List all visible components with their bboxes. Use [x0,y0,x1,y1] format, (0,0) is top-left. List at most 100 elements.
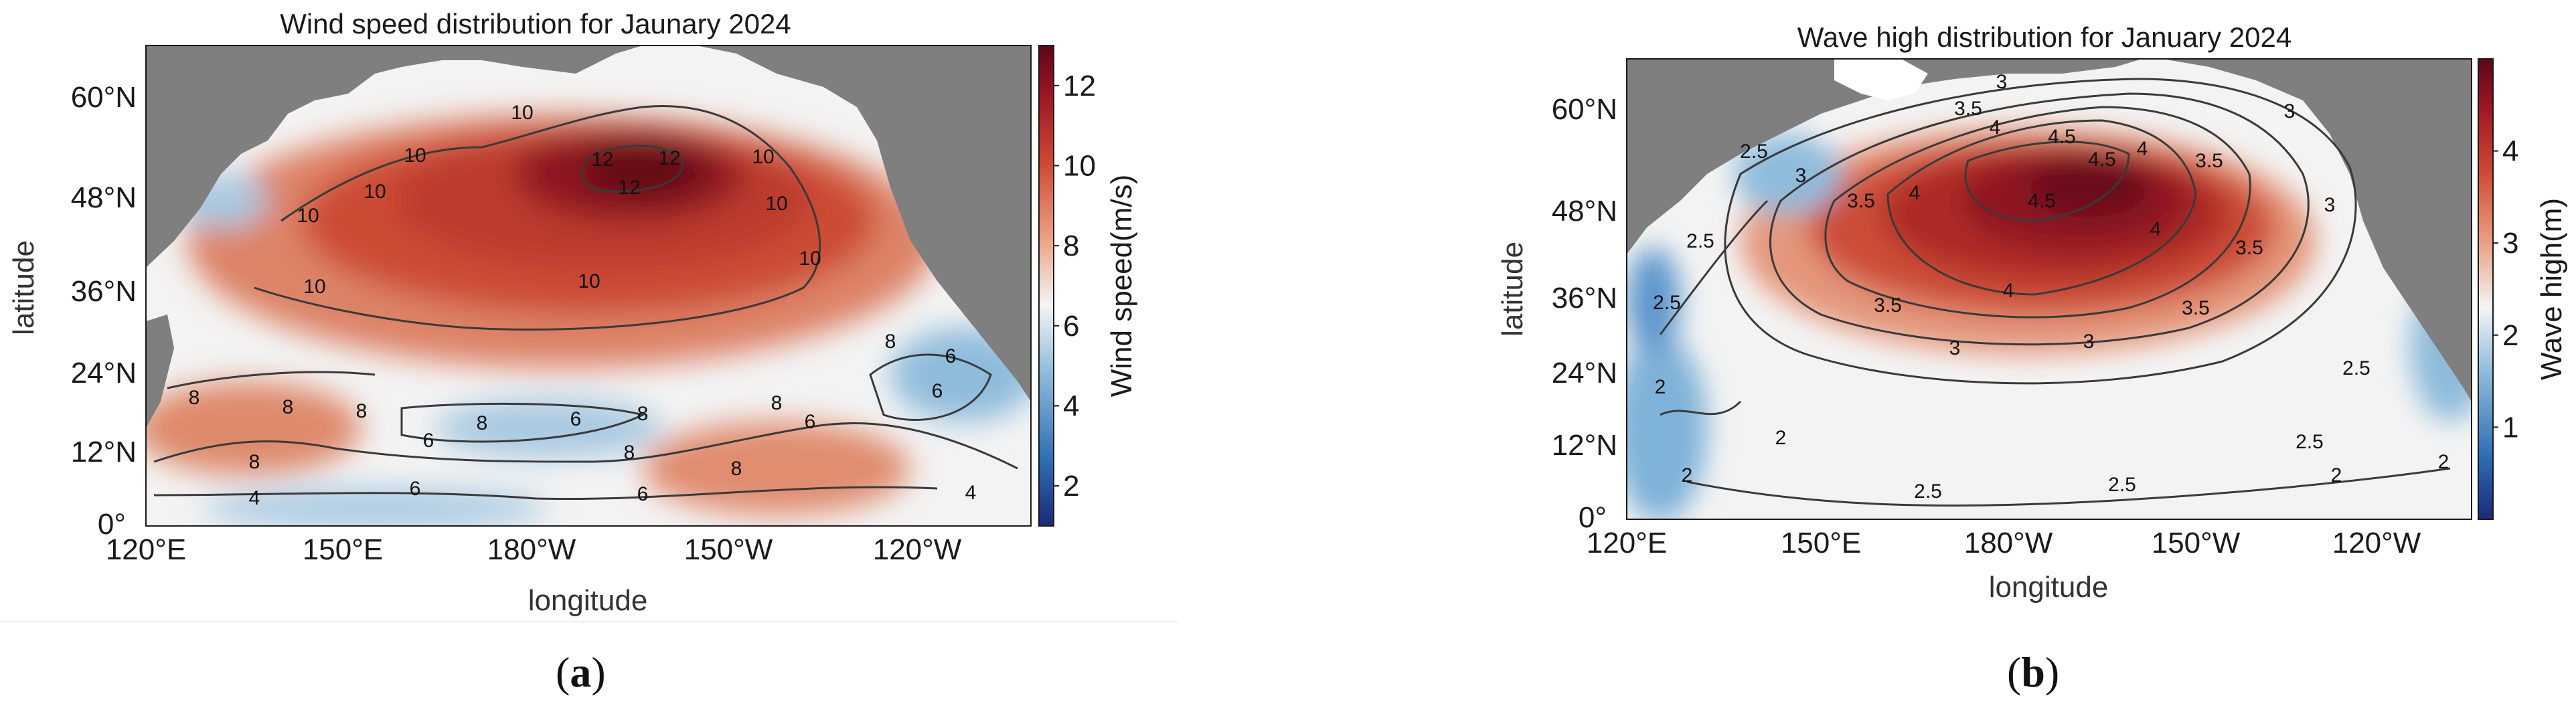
land-asia [146,46,643,268]
x-tick: 150°E [303,533,383,566]
contour-label: 3 [1795,165,1807,187]
contour-label: 12 [618,177,640,199]
contour-label: 4 [249,487,260,509]
colorbar-tick-label: 8 [1063,230,1079,262]
y-tick: 0° [98,508,126,541]
land-north-america [2162,59,2472,401]
contour-label: 3 [2083,331,2095,353]
contour-label: 10 [404,145,426,167]
contour-label: 10 [578,270,600,292]
plot-frame [1626,58,2472,520]
y-axis-label: latitude [7,240,40,335]
contour-label: 10 [765,193,787,215]
contour-label: 3.5 [2182,297,2210,319]
y-tick: 36°N [1552,282,1617,314]
contour-label: 4 [2137,138,2148,160]
contour-label: 3.5 [1874,294,1902,317]
contour-label: 3.5 [2195,150,2223,172]
colorbar-label: Wind speed(m/s) [1105,175,1138,397]
x-tick: 120°E [1587,527,1667,559]
colorbar-tick-label: 4 [1063,390,1079,423]
chart-title: Wind speed distribution for Jaunary 2024 [280,8,791,39]
contour-label: 4.5 [2048,126,2076,148]
x-axis-ticks: 120°E 150°E 180°W 150°W 120°W [1587,527,2421,559]
chart-title: Wave high distribution for January 2024 [1797,21,2292,53]
wave-height-map: Wave high distribution for January 2024 [1496,21,2568,604]
contour-label: 3.5 [1954,98,1982,120]
colorbar-tick-label: 2 [2502,319,2518,352]
x-axis-ticks: 120°E 150°E 180°W 150°W 120°W [106,533,962,566]
x-tick: 150°W [684,533,773,566]
x-tick: 120°W [2332,527,2421,559]
y-tick: 12°N [1552,429,1617,462]
panel-wind-speed: Wind speed distribution for Jaunary 2024 [0,0,1178,696]
colorbar-tick-label: 1 [2502,411,2518,444]
contour-label: 10 [297,205,319,227]
wind-speed-map: Wind speed distribution for Jaunary 2024 [7,8,1138,617]
contour-label: 4.5 [2028,190,2056,212]
x-axis-label: longitude [1989,571,2109,604]
colorbar-tick-label: 2 [1063,470,1079,503]
contour-label: 10 [799,248,821,270]
contour-label: 6 [410,478,421,500]
contour-label: 3 [1949,337,1961,359]
x-tick: 180°W [1964,527,2053,559]
contour-lines [153,104,1018,501]
contour-label: 12 [658,147,680,169]
y-tick: 60°N [71,81,137,114]
contour-label: 4.5 [2088,149,2116,171]
panel-caption: (b) [2007,648,2060,696]
contour-label: 6 [637,483,649,505]
contour-label: 6 [945,345,957,367]
panel-wave-height: Wave high distribution for January 2024 [1486,0,2576,696]
contour-label: 12 [591,149,613,171]
contour-label: 2.5 [1653,292,1681,314]
contour-label: 3.5 [1847,190,1875,212]
contour-label: 8 [283,396,294,418]
contour-label: 8 [477,412,488,434]
contour-label: 2 [1682,464,1693,486]
land-west-edge [146,314,174,428]
colorbar-tick-label: 3 [2502,227,2518,260]
colorbar [2478,58,2494,520]
contour-label: 2 [1775,427,1787,449]
contour-label: 2 [1655,376,1666,398]
contour-label: 10 [364,181,386,203]
contour-label: 10 [303,276,325,298]
colorbar-ticks: 12 10 8 6 4 2 [1054,70,1096,503]
y-axis-label: latitude [1496,242,1529,337]
panel-divider [0,621,1178,622]
contour-label: 6 [805,411,816,433]
y-tick: 12°N [71,436,137,468]
contour-label: 6 [423,430,434,452]
contour-label: 10 [511,102,533,124]
contour-label: 3 [2284,100,2296,122]
contour-label: 4 [2003,280,2014,302]
colorbar-tick-label: 6 [1063,310,1079,343]
contour-label: 8 [731,458,742,480]
x-tick: 150°E [1781,527,1861,559]
contour-label: 8 [249,451,260,473]
contour-label: 2.5 [2108,474,2136,496]
contour-label: 10 [752,146,774,168]
contour-label: 8 [885,331,896,353]
contour-label: 8 [624,442,635,464]
contour-label: 6 [570,408,582,430]
panel-caption-letter: a [570,648,592,696]
contour-lines [1659,78,2451,507]
x-tick: 180°W [487,533,576,566]
contour-label-group: 4.5 4.5 4.5 4 4 4 4 4 3.5 3.5 3.5 3.5 3.5 3.5 3 3 3 3 3 3 2.… [1653,71,2449,503]
y-tick: 0° [1579,501,1607,534]
contour-label: 8 [356,400,368,422]
contour-label: 8 [771,392,783,414]
colorbar-label: Wave high(m) [2535,198,2568,380]
contour-label: 3 [2324,194,2336,216]
colorbar-tick-label: 4 [2502,135,2518,168]
contour-label: 2 [2438,451,2449,473]
colorbar-tick-label: 12 [1063,70,1096,102]
x-axis-label: longitude [528,584,648,617]
y-axis-ticks: 60°N 48°N 36°N 24°N 12°N 0° [71,81,137,541]
sea-ice [1834,59,1928,100]
y-tick: 24°N [1552,357,1617,389]
x-tick: 120°W [873,533,962,566]
